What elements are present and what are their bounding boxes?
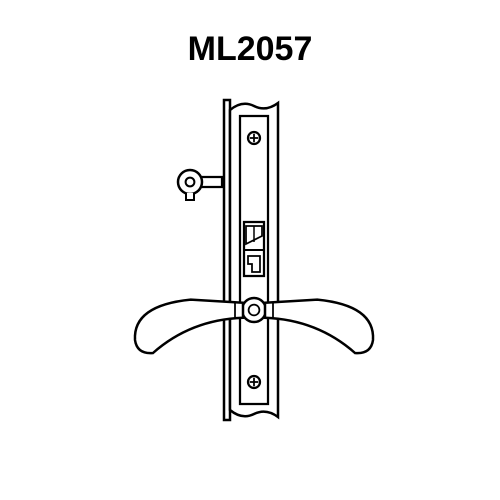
diagram-container: ML2057 [0,0,500,500]
mortise-lock-diagram [0,0,500,500]
